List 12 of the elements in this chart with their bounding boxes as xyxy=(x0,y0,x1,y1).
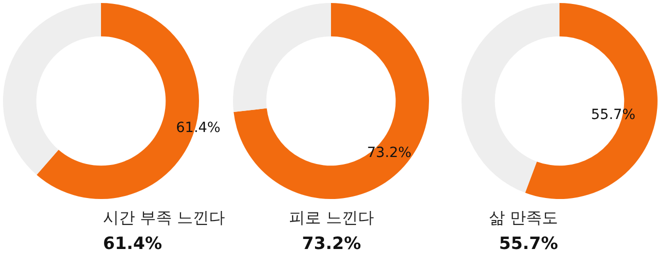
text: 시간 부족 느낀다 xyxy=(103,208,226,227)
text: 73.2% xyxy=(302,234,361,254)
text: 피로 느낀다 xyxy=(289,208,374,227)
data-label: 73.2% xyxy=(367,145,412,161)
donut-slice xyxy=(233,3,331,112)
donut-slice xyxy=(3,3,101,175)
donut-slice xyxy=(462,3,560,193)
donut-slice xyxy=(525,3,658,199)
text: 55.7% xyxy=(499,234,558,254)
text: 삶 만족도 xyxy=(489,208,558,227)
donut-slice xyxy=(234,3,429,199)
text: 61.4% xyxy=(103,234,162,254)
